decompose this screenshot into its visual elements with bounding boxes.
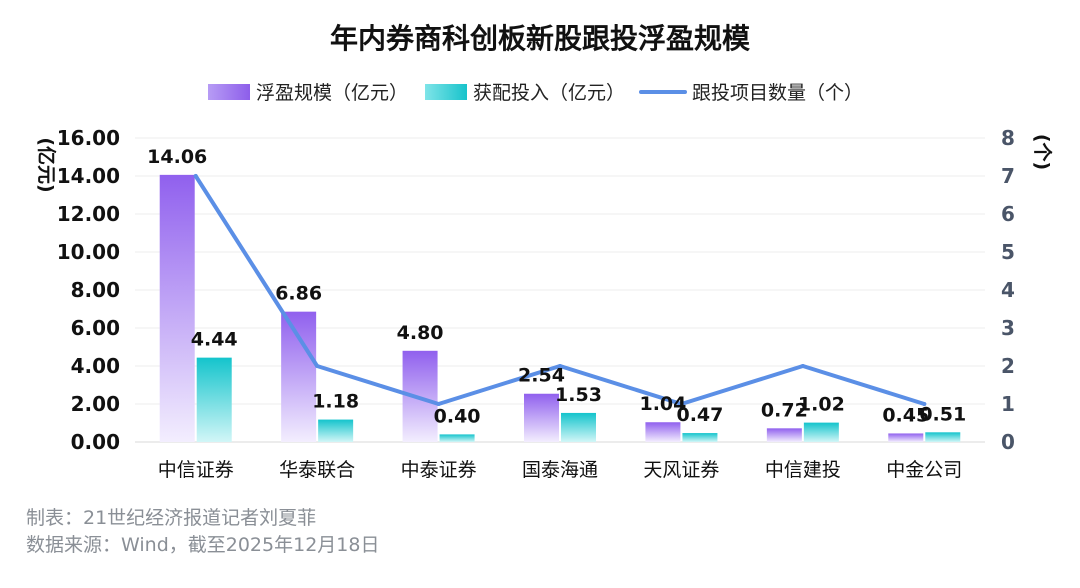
y-axis-left-label: (亿元) [35, 137, 58, 192]
project-count-point [922, 402, 927, 406]
y-tick-right-label: 0 [1001, 430, 1015, 454]
x-tick-label: 中信建投 [765, 459, 841, 481]
y-tick-right-label: 1 [1001, 392, 1015, 416]
x-tick-label: 国泰海通 [522, 459, 598, 481]
project-count-point [679, 402, 684, 406]
y-tick-left-label: 16.00 [57, 126, 120, 150]
y-tick-left-label: 14.00 [57, 164, 120, 188]
bar-profit [766, 428, 802, 442]
y-tick-right-label: 7 [1001, 164, 1015, 188]
data-label-investment: 0.51 [919, 403, 966, 425]
y-tick-left-label: 8.00 [71, 278, 120, 302]
x-tick-label: 华泰联合 [279, 459, 355, 481]
x-tick-label: 天风证券 [643, 459, 719, 481]
x-tick-label: 中金公司 [886, 459, 962, 481]
y-tick-right-label: 8 [1001, 126, 1015, 150]
y-axis-right: 0 1 2 3 4 5 6 7 8 [1001, 126, 1015, 454]
data-label-profit: 14.06 [147, 146, 207, 168]
data-label-investment: 1.18 [312, 391, 359, 413]
data-label-profit: 2.54 [518, 365, 565, 387]
chart-title: 年内券商科创板新股跟投浮盈规模 [330, 22, 751, 55]
bar-investment [561, 412, 596, 442]
bars [159, 174, 961, 443]
y-tick-left-label: 6.00 [71, 316, 120, 340]
bar-investment [682, 433, 718, 442]
y-tick-right-label: 5 [1001, 240, 1015, 264]
bar-profit [645, 422, 681, 442]
project-count-point [558, 364, 562, 368]
y-axis-left: 0.00 2.00 4.00 6.00 8.00 10.00 12.00 14.00 16.00 [57, 126, 120, 454]
y-tick-left-label: 4.00 [71, 354, 120, 378]
project-count-line [193, 174, 927, 406]
footer-source: 数据来源：Wind，截至2025年12月18日 [26, 534, 379, 556]
bar-profit [159, 174, 195, 443]
data-labels: 14.064.446.861.184.800.402.541.53 1.040.4… [147, 146, 966, 428]
y-tick-right-label: 3 [1001, 316, 1015, 340]
bar-investment [803, 422, 839, 442]
data-label-investment: 0.47 [676, 404, 723, 426]
project-count-point [193, 174, 198, 178]
data-label-profit: 0.72 [761, 399, 808, 421]
y-tick-left-label: 0.00 [71, 430, 120, 454]
bar-investment [318, 419, 354, 442]
data-label-profit: 6.86 [275, 283, 322, 305]
bar-investment [925, 432, 961, 442]
legend-swatch-investment [425, 84, 467, 100]
footer-author: 制表：21世纪经济报道记者刘夏菲 [26, 507, 316, 529]
project-count-point [436, 402, 441, 406]
project-count-point [800, 364, 805, 368]
y-tick-left-label: 12.00 [57, 202, 120, 226]
data-label-investment: 0.40 [434, 405, 481, 427]
project-count-point [315, 364, 320, 368]
legend-label-profit: 浮盈规模（亿元） [256, 82, 408, 104]
legend: 浮盈规模（亿元） 获配投入（亿元） 跟投项目数量（个） [208, 82, 863, 104]
legend-swatch-profit [208, 84, 250, 100]
data-label-investment: 1.02 [798, 394, 845, 416]
bar-investment [196, 357, 232, 442]
x-axis: 中信证券 华泰联合 中泰证券 国泰海通 天风证券 中信建投 中金公司 [158, 459, 963, 481]
legend-label-projects: 跟投项目数量（个） [692, 82, 863, 104]
y-tick-right-label: 6 [1001, 202, 1015, 226]
data-label-investment: 4.44 [191, 329, 238, 351]
bar-profit [524, 393, 559, 442]
y-tick-right-label: 4 [1001, 278, 1015, 302]
data-label-profit: 1.04 [639, 393, 686, 415]
legend-label-investment: 获配投入（亿元） [473, 82, 625, 104]
x-tick-label: 中信证券 [158, 459, 234, 481]
y-tick-left-label: 2.00 [71, 392, 120, 416]
x-tick-label: 中泰证券 [401, 459, 477, 481]
data-label-investment: 1.53 [555, 384, 602, 406]
y-tick-right-label: 2 [1001, 354, 1015, 378]
bar-profit [281, 311, 317, 442]
data-label-profit: 4.80 [397, 322, 444, 344]
grid [135, 137, 985, 443]
y-axis-right-label: (个) [1031, 134, 1053, 170]
bar-profit [888, 433, 924, 442]
bar-investment [439, 434, 475, 442]
data-label-profit: 0.45 [882, 404, 929, 426]
y-tick-left-label: 10.00 [57, 240, 120, 264]
